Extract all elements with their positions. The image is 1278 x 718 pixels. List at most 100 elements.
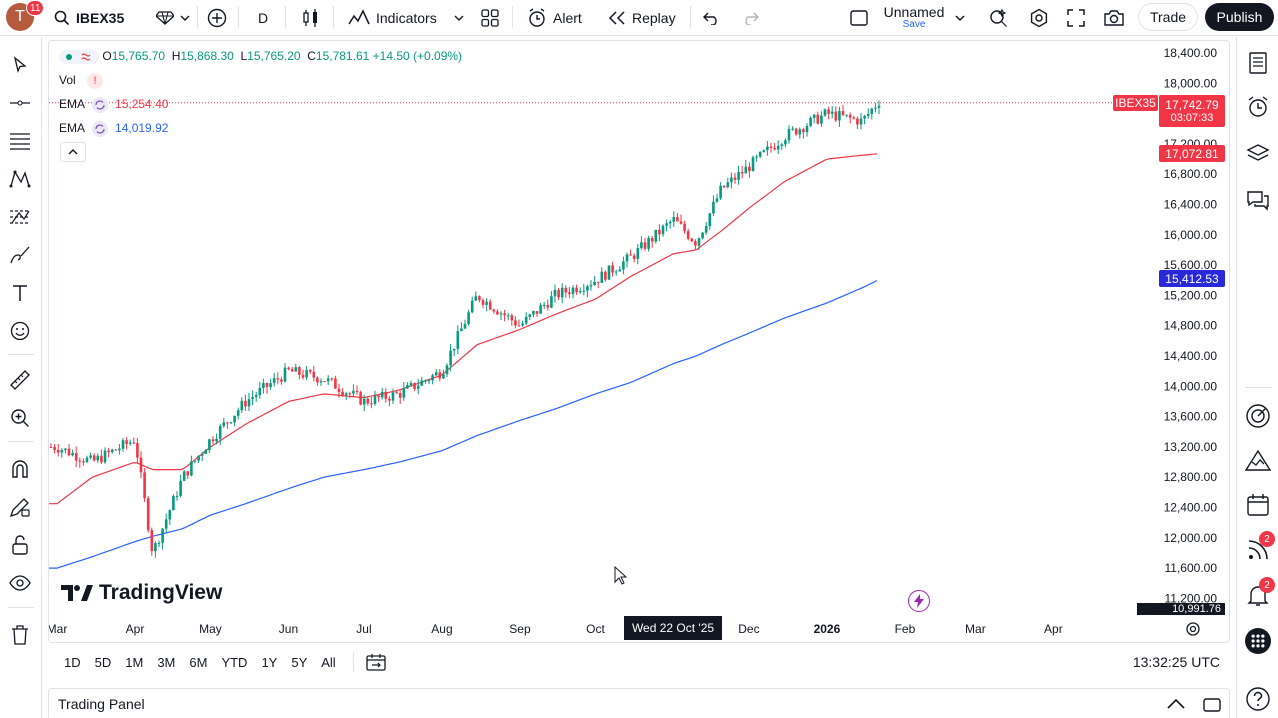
text-tool[interactable] bbox=[8, 281, 32, 305]
compare-symbols-button[interactable] bbox=[156, 0, 190, 36]
range-button-all[interactable]: All bbox=[321, 654, 336, 670]
chats-button[interactable] bbox=[1245, 188, 1271, 214]
maximize-panel-icon[interactable] bbox=[1203, 696, 1221, 712]
collapse-legend-button[interactable] bbox=[60, 142, 86, 162]
list-icon bbox=[1249, 52, 1267, 74]
candle bbox=[787, 125, 791, 144]
candle bbox=[154, 541, 157, 558]
measure-tool[interactable] bbox=[8, 368, 32, 392]
alert-button[interactable]: Alert bbox=[527, 0, 582, 36]
gear-icon bbox=[1186, 622, 1200, 636]
interval-button[interactable]: D bbox=[258, 0, 268, 36]
range-button-1d[interactable]: 1D bbox=[64, 654, 81, 670]
forecast-tool[interactable] bbox=[8, 205, 32, 229]
publish-button[interactable]: Publish bbox=[1205, 3, 1274, 31]
candle bbox=[89, 452, 92, 460]
ema1-legend[interactable]: EMA 15,254.40 bbox=[59, 97, 168, 113]
ideas-button[interactable] bbox=[1245, 447, 1271, 473]
indicators-dropdown[interactable] bbox=[453, 0, 465, 36]
layout-dropdown[interactable] bbox=[954, 0, 966, 36]
volume-label: Vol bbox=[59, 73, 76, 87]
range-button-1y[interactable]: 1Y bbox=[261, 654, 278, 670]
replay-button[interactable]: Replay bbox=[608, 0, 676, 36]
emoji-tool[interactable] bbox=[8, 319, 32, 343]
trade-button[interactable]: Trade bbox=[1138, 3, 1198, 31]
events-marker[interactable] bbox=[908, 590, 930, 612]
pattern-tool[interactable] bbox=[8, 167, 32, 191]
range-button-6m[interactable]: 6M bbox=[189, 654, 208, 670]
candle bbox=[492, 308, 496, 314]
fib-tool[interactable] bbox=[8, 129, 32, 153]
candle bbox=[812, 114, 816, 124]
time-tick-label: Mar bbox=[965, 622, 986, 636]
magnet-tool[interactable] bbox=[8, 457, 32, 481]
candle bbox=[344, 391, 348, 401]
calendar-button[interactable] bbox=[1245, 492, 1271, 518]
snapshot-button[interactable] bbox=[1103, 0, 1125, 36]
ema2-line[interactable] bbox=[49, 280, 878, 569]
ruler-icon bbox=[10, 370, 30, 390]
chart-type-button[interactable] bbox=[302, 0, 320, 36]
candle bbox=[798, 127, 802, 139]
axis-settings-button[interactable] bbox=[1185, 621, 1203, 639]
candle bbox=[643, 237, 647, 251]
price-tick-label: 15,600.00 bbox=[1164, 258, 1218, 272]
layout-checkbox[interactable] bbox=[849, 0, 869, 36]
range-button-3m[interactable]: 3M bbox=[157, 654, 176, 670]
hide-drawings-tool[interactable] bbox=[8, 571, 32, 595]
range-button-ytd[interactable]: YTD bbox=[221, 654, 248, 670]
fullscreen-button[interactable] bbox=[1067, 0, 1085, 36]
settings-button[interactable] bbox=[1029, 0, 1049, 36]
quick-search-button[interactable] bbox=[989, 0, 1009, 36]
time-tick-label: Feb bbox=[895, 622, 916, 636]
range-button-1m[interactable]: 1M bbox=[125, 654, 144, 670]
cursor-tool[interactable] bbox=[8, 53, 32, 77]
ema1-line[interactable] bbox=[49, 153, 878, 505]
ema2-legend[interactable]: EMA 14,019.92 bbox=[59, 121, 168, 137]
chevron-down-icon bbox=[454, 15, 464, 21]
watermark-text: TradingView bbox=[99, 581, 223, 604]
price-tick-label: 13,600.00 bbox=[1164, 410, 1218, 424]
symbol-search[interactable]: IBEX35 bbox=[54, 0, 124, 36]
redo-button[interactable] bbox=[741, 0, 759, 36]
keep-drawing-tool[interactable] bbox=[8, 495, 32, 519]
chevron-up-icon[interactable] bbox=[1167, 698, 1185, 710]
volume-legend[interactable]: Vol ! bbox=[59, 73, 104, 89]
add-symbol-button[interactable] bbox=[207, 0, 227, 36]
candle bbox=[427, 378, 431, 384]
products-button[interactable] bbox=[1245, 628, 1271, 654]
candle bbox=[190, 455, 193, 477]
range-button-5d[interactable]: 5D bbox=[94, 654, 112, 670]
layout-templates-button[interactable] bbox=[481, 0, 499, 36]
candle bbox=[103, 447, 107, 464]
candle bbox=[280, 376, 283, 385]
clock-display[interactable]: 13:32:25 UTC bbox=[1132, 654, 1220, 670]
technicals-button[interactable] bbox=[1245, 403, 1271, 429]
candle bbox=[672, 211, 676, 227]
unlock-icon bbox=[12, 535, 28, 555]
open-value: 15,765.70 bbox=[111, 49, 166, 63]
layout-name-button[interactable]: Unnamed Save bbox=[884, 0, 945, 36]
indicators-button[interactable]: Indicators bbox=[348, 0, 437, 36]
chart-pane[interactable]: 18,400.00 18,000.00 17,200.00 16,800.00 16,4… bbox=[48, 40, 1230, 643]
remove-drawings-tool[interactable] bbox=[8, 623, 32, 647]
news-feed-button[interactable] bbox=[1245, 537, 1271, 563]
price-chart[interactable]: 18,400.0018,000.0017,200.0016,800.0016,4… bbox=[49, 41, 1230, 643]
watchlist-button[interactable] bbox=[1245, 50, 1271, 76]
lock-drawings-tool[interactable] bbox=[8, 533, 32, 557]
candle bbox=[312, 365, 316, 382]
zoom-tool[interactable] bbox=[8, 406, 32, 430]
alerts-panel-button[interactable] bbox=[1245, 94, 1271, 120]
candle bbox=[377, 394, 380, 403]
help-button[interactable] bbox=[1245, 686, 1271, 712]
candle bbox=[827, 106, 830, 120]
brush-tool[interactable] bbox=[8, 243, 32, 267]
lightning-icon bbox=[914, 594, 924, 608]
trading-panel[interactable]: Trading Panel bbox=[48, 688, 1230, 718]
range-button-5y[interactable]: 5Y bbox=[291, 654, 308, 670]
goto-date-button[interactable] bbox=[364, 650, 388, 674]
candle bbox=[290, 366, 294, 372]
object-tree-button[interactable] bbox=[1245, 141, 1271, 167]
undo-button[interactable] bbox=[703, 0, 721, 36]
trend-line-tool[interactable] bbox=[8, 91, 32, 115]
